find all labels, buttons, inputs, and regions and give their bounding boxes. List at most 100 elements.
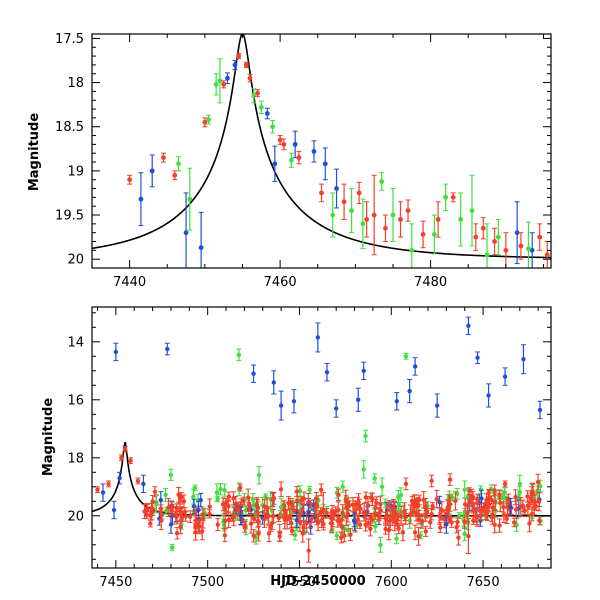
bottom-series-0-point (111, 500, 117, 520)
top-series-2-point (356, 181, 362, 205)
bottom-series-2-point (465, 518, 471, 554)
bottom-series-0-point (238, 506, 244, 525)
bottom-cloud-0-point-marker (163, 508, 169, 514)
top-series-1-point (213, 73, 219, 96)
bottom-cloud-2-point-marker (255, 518, 260, 524)
bottom-cloud-2-point-marker (485, 501, 490, 506)
bottom-series-2-point-marker (128, 458, 133, 463)
top-series-0-point-marker (198, 245, 204, 251)
top-panel-plot: 7440 7460 7480 17.5 18 18.5 19 19.5 20 Magnitude (27, 32, 552, 290)
bottom-cloud-2-point (329, 504, 335, 517)
bottom-cloud-2-point (266, 524, 272, 543)
top-series-2-point (503, 232, 509, 268)
top-series-0-point-marker (334, 186, 339, 191)
top-series-0-point (149, 154, 155, 188)
bottom-series-2-point-marker (106, 481, 111, 487)
bottom-cloud-2-point (454, 521, 460, 534)
bottom-cloud-2-point-marker (357, 522, 363, 527)
bottom-series-0-point (508, 497, 514, 517)
bottom-panel-plot: 7450 7500 7550 7600 7650 14 16 18 20 Magnitude H… (41, 306, 552, 590)
top-series-0-point (514, 201, 520, 265)
top-series-2-point (405, 199, 411, 222)
bottom-cloud-0-point-marker (215, 496, 220, 502)
top-series-1-point-marker (270, 124, 275, 130)
top-series-2-point (364, 201, 370, 238)
bottom-series-0-point-marker (291, 399, 297, 404)
top-series-2-point-marker (247, 75, 253, 81)
bottom-cloud-2-point (251, 514, 257, 524)
bottom-cloud-2-point (473, 509, 479, 523)
bottom-cloud-2-point-marker (428, 520, 433, 525)
bottom-cloud-2-point-marker (297, 520, 303, 525)
bottom-cloud-2-point-marker (159, 512, 165, 518)
top-series-1-point (431, 214, 437, 255)
top-x-tick-label: 7440 (113, 275, 146, 290)
bottom-cloud-2-point (255, 514, 261, 528)
bottom-cloud-0-point-marker (192, 485, 198, 491)
bottom-series-0-point (251, 364, 257, 383)
bottom-series-0-point (355, 387, 361, 412)
bottom-series-0-point-marker (434, 403, 440, 408)
bottom-cloud-2-point (343, 489, 349, 509)
top-series-0-point (529, 232, 535, 268)
bottom-cloud-0-point (217, 483, 223, 496)
top-series-1-point-marker (409, 247, 415, 253)
bottom-cloud-2-point-marker (536, 499, 542, 504)
bottom-cloud-2-point (421, 491, 427, 509)
top-y-tick-label: 20 (67, 253, 84, 268)
bottom-cloud-2-point (225, 499, 231, 513)
bottom-cloud-2-point-marker (246, 506, 251, 512)
bottom-series-0-point-marker (271, 380, 276, 385)
bottom-series-0-point-marker (165, 346, 170, 352)
top-series-0-point (183, 192, 189, 268)
top-series-1-point-marker (176, 161, 181, 167)
top-series-2-point (398, 201, 404, 238)
bottom-cloud-0-point-marker (222, 487, 227, 493)
bottom-cloud-2-point (278, 481, 284, 498)
bottom-cloud-2-point (237, 483, 243, 492)
bottom-cloud-2-point (536, 492, 542, 512)
top-series-1-point (469, 174, 475, 247)
bottom-cloud-2-point (144, 510, 150, 520)
bottom-cloud-2-point-marker (248, 521, 254, 526)
bottom-cloud-0-point (163, 487, 169, 502)
bottom-cloud-2-point-marker (429, 511, 434, 517)
bottom-series-0-point (443, 515, 449, 534)
bottom-cloud-2-point (358, 503, 364, 514)
bottom-cloud-2-point-marker (226, 494, 232, 499)
bottom-series-1-point (256, 466, 262, 485)
bottom-series-0-point (195, 500, 201, 520)
bottom-cloud-1-point-marker (191, 504, 197, 509)
bottom-series-1-point-marker (462, 487, 467, 492)
top-series-2-point-marker (127, 177, 133, 183)
bottom-cloud-2-point-marker (479, 507, 484, 513)
bottom-cloud-0-point-marker (372, 476, 377, 481)
bottom-cloud-0-point (222, 483, 228, 497)
bottom-cloud-2-point (199, 522, 205, 541)
bottom-series-1-point-marker (236, 352, 242, 358)
top-series-2-point-marker (221, 81, 227, 87)
bottom-cloud-1-point-marker (294, 517, 299, 523)
bottom-cloud-2-point (256, 525, 262, 542)
top-model-curve (92, 34, 551, 259)
top-series-2-point (127, 174, 133, 185)
top-series-0-point-marker (322, 161, 328, 167)
top-series-0-point (272, 145, 278, 182)
bottom-cloud-2-point-marker (439, 508, 445, 513)
top-series-2-point-marker (371, 212, 377, 218)
top-series-2-point (221, 80, 227, 89)
bottom-series-1-point (462, 480, 468, 499)
bottom-series-2-point-marker (466, 533, 471, 539)
bottom-cloud-2-point (177, 492, 183, 504)
bottom-series-1-point (214, 483, 220, 502)
bottom-series-2-point-marker (429, 478, 434, 484)
top-series-2-point-marker (537, 234, 543, 240)
bottom-series-2-point (502, 480, 508, 488)
bottom-y-tick-label: 14 (67, 335, 84, 350)
bottom-series-2-point (447, 473, 453, 486)
bottom-cloud-2-point (398, 506, 404, 526)
bottom-series-0-point (502, 367, 508, 386)
top-series-0-point (264, 107, 270, 120)
bottom-series-0-point (475, 351, 481, 365)
